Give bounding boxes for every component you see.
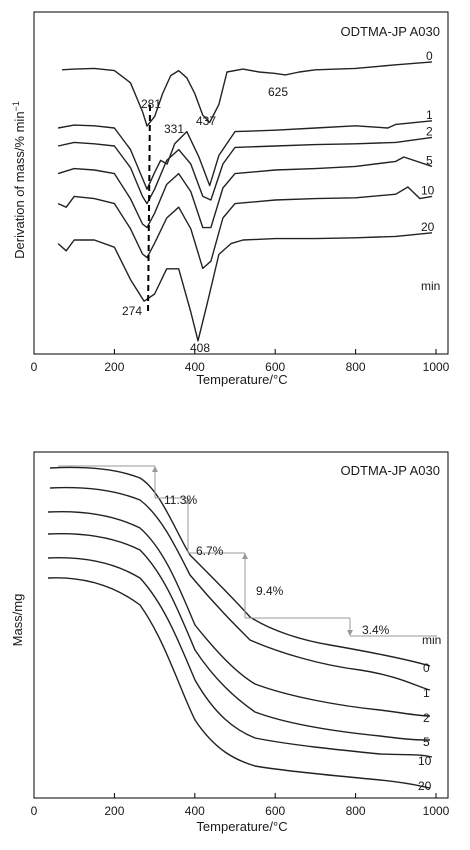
dtg-curve-1 — [57, 120, 433, 190]
bot-x-tick-label-1000: 1000 — [423, 804, 450, 818]
dtg-label-0: 0 — [426, 49, 433, 63]
arrow-4 — [347, 630, 353, 636]
dtg-label-20: 20 — [421, 220, 435, 234]
dtg-series-labels: 0 1 2 5 10 20 — [421, 49, 435, 234]
tga-curve-1 — [49, 486, 431, 691]
dtg-label-10: 10 — [421, 183, 435, 197]
unit-label-bottom: min — [422, 633, 441, 647]
top-x-tick-label-800: 800 — [346, 360, 366, 374]
dtg-label-2: 2 — [426, 124, 433, 138]
tga-curve-5 — [47, 532, 431, 741]
chart-dtg: ODTMA-JP A030 0 200 400 600 800 1000 Temperat… — [11, 11, 450, 387]
top-x-tick-label-200: 200 — [104, 360, 124, 374]
tga-series — [47, 466, 433, 789]
tga-label-0: 0 — [423, 661, 430, 675]
tga-curve-2 — [47, 510, 431, 717]
tga-curve-0 — [49, 466, 431, 667]
tga-label-1: 1 — [423, 686, 430, 700]
bot-x-tick-label-600: 600 — [265, 804, 285, 818]
y-axis-label-top: Derivation of mass/% min−1 — [11, 101, 27, 259]
mass-loss-3-4: 3.4% — [362, 623, 390, 637]
mass-loss-9-4: 9.4% — [256, 584, 284, 598]
peak-label-331: 331 — [164, 122, 184, 136]
chart-title-top: ODTMA-JP A030 — [341, 24, 440, 39]
x-axis-top: 0 200 400 600 800 1000 — [31, 349, 450, 374]
mass-loss-arrows — [152, 466, 353, 636]
top-x-tick-label-1000: 1000 — [423, 360, 450, 374]
x-axis-bottom: 0 200 400 600 800 1000 — [31, 793, 450, 818]
x-axis-label-bottom: Temperature/°C — [196, 819, 287, 834]
chart-title-bottom: ODTMA-JP A030 — [341, 463, 440, 478]
top-x-tick-label-0: 0 — [31, 360, 38, 374]
dtg-curve-0 — [62, 61, 433, 127]
peak-label-281: 281 — [141, 97, 161, 111]
dtg-curve-10 — [57, 186, 433, 270]
arrow-3 — [242, 553, 248, 559]
mass-loss-11-3: 11.3% — [164, 493, 197, 507]
y-axis-label-bottom: Mass/mg — [10, 594, 25, 647]
dtg-curve-20 — [57, 232, 433, 342]
tga-curve-10 — [47, 557, 433, 758]
unit-label-top: min — [421, 279, 440, 293]
bot-x-tick-label-200: 200 — [104, 804, 124, 818]
peak-label-625: 625 — [268, 85, 288, 99]
chart-tga: ODTMA-JP A030 0 200 400 600 800 1000 Temperat… — [10, 451, 450, 834]
arrow-1 — [152, 466, 158, 472]
top-x-tick-label-400: 400 — [185, 360, 205, 374]
peak-label-408: 408 — [190, 341, 210, 355]
x-axis-label-top: Temperature/°C — [196, 372, 287, 387]
tga-curve-20 — [47, 577, 431, 789]
dtg-curve-5 — [57, 156, 433, 229]
dtg-series — [57, 61, 433, 342]
dtg-label-1: 1 — [426, 108, 433, 122]
bot-x-tick-label-400: 400 — [185, 804, 205, 818]
tga-label-2: 2 — [423, 711, 430, 725]
peak-label-274: 274 — [122, 304, 142, 318]
mass-loss-steps — [58, 465, 437, 637]
top-x-tick-label-600: 600 — [265, 360, 285, 374]
tga-series-labels: 0 1 2 5 10 20 — [418, 661, 432, 793]
dtg-curve-2 — [57, 136, 433, 205]
tga-label-20: 20 — [418, 779, 432, 793]
plot-frame-bottom — [33, 451, 449, 799]
mass-loss-6-7: 6.7% — [196, 544, 224, 558]
arrow-2 — [185, 498, 191, 504]
peak-guide-dashed — [147, 104, 151, 316]
peak-label-437: 437 — [196, 114, 216, 128]
bot-x-tick-label-0: 0 — [31, 804, 38, 818]
bot-x-tick-label-800: 800 — [346, 804, 366, 818]
y-axis-label-sup: −1 — [11, 101, 21, 111]
tga-label-5: 5 — [423, 735, 430, 749]
dtg-label-5: 5 — [426, 153, 433, 167]
tga-label-10: 10 — [418, 754, 432, 768]
plot-frame-top — [33, 11, 449, 355]
